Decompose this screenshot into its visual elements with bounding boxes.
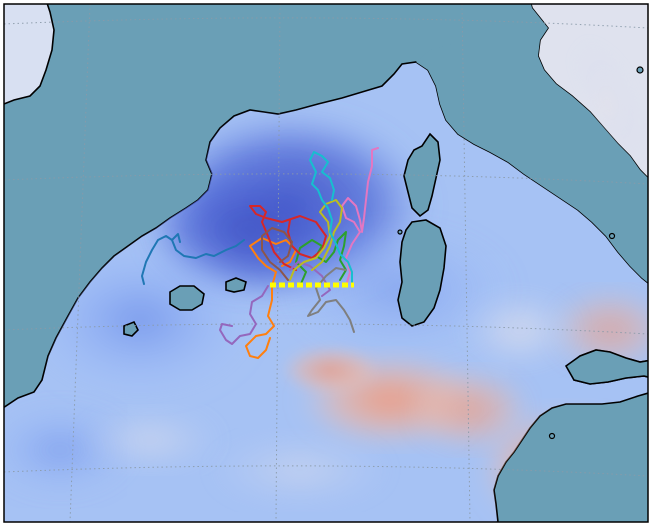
island-small [397, 229, 403, 235]
map-frame [3, 3, 649, 523]
island-ibiza [123, 320, 139, 337]
trajectory-pink [341, 147, 379, 287]
trajectory-purple [219, 261, 331, 345]
trajectory-brown [261, 227, 293, 281]
island-sicily [564, 349, 648, 385]
graticule [4, 4, 648, 522]
trajectory-cyan [309, 151, 353, 287]
island-corsica [403, 132, 441, 218]
trajectory-gray [307, 267, 355, 333]
island-small [636, 66, 644, 74]
island-small [548, 432, 556, 440]
trajectory-blue [141, 233, 245, 285]
trajectory-olive [289, 199, 343, 281]
island-menorca [225, 277, 247, 293]
land-italy [416, 4, 648, 283]
sea-northwest-corner [4, 4, 55, 105]
drifter-trajectories [141, 147, 379, 359]
trajectory-red [249, 205, 327, 271]
island-sardinia [397, 219, 447, 327]
island-mallorca [169, 285, 205, 311]
island-small [608, 232, 616, 240]
